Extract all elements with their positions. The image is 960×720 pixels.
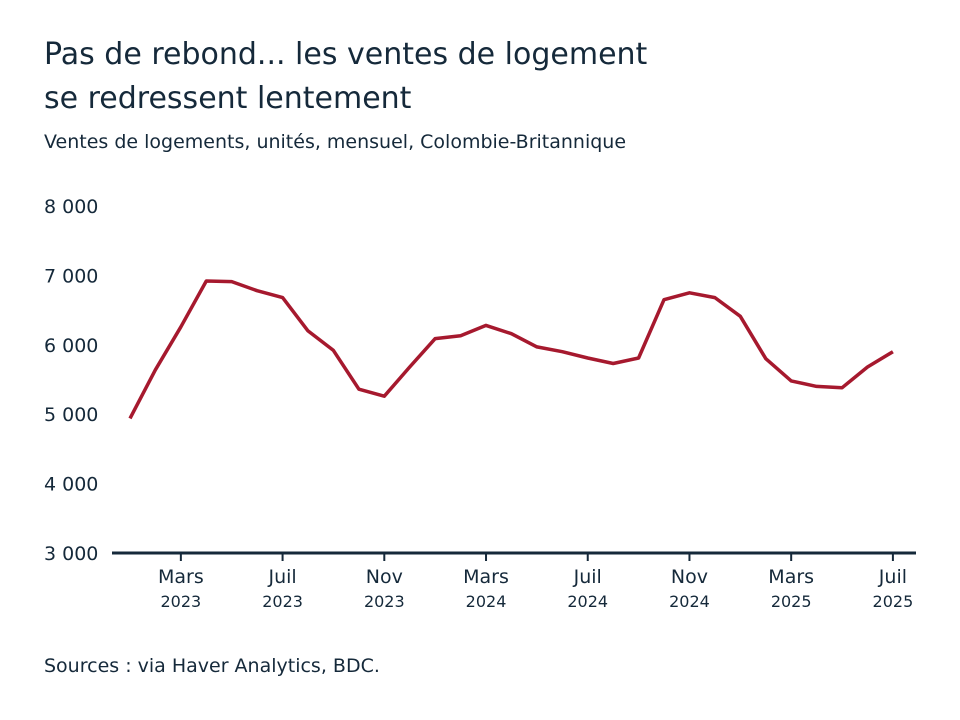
x-tick-label: 2025 <box>873 592 914 611</box>
y-tick-label: 3 000 <box>44 543 98 565</box>
x-tick-label: Juil <box>267 566 296 588</box>
x-tick-label: Mars <box>768 566 814 588</box>
x-tick-label: 2023 <box>364 592 405 611</box>
data-line <box>128 279 894 420</box>
y-tick-label: 5 000 <box>44 404 98 426</box>
y-tick-label: 7 000 <box>44 265 98 287</box>
x-tick-label: Nov <box>671 566 708 588</box>
x-tick-label: 2023 <box>161 592 202 611</box>
x-tick-label: 2024 <box>567 592 608 611</box>
y-tick-label: 8 000 <box>44 196 98 218</box>
x-tick-label: Juil <box>878 566 907 588</box>
x-tick-label: Mars <box>158 566 204 588</box>
y-tick-label: 6 000 <box>44 335 98 357</box>
x-tick-label: 2024 <box>669 592 710 611</box>
chart-title: se redressent lentement <box>44 81 412 116</box>
x-tick-label: Juil <box>573 566 602 588</box>
x-tick-label: Mars <box>463 566 509 588</box>
chart-title: Pas de rebond... les ventes de logement <box>44 37 648 72</box>
source-note: Sources : via Haver Analytics, BDC. <box>44 655 380 677</box>
x-tick-label: Nov <box>366 566 403 588</box>
chart-subtitle: Ventes de logements, unités, mensuel, Co… <box>44 131 626 153</box>
x-tick-label: 2024 <box>466 592 507 611</box>
x-tick-label: 2023 <box>262 592 303 611</box>
x-tick-label: 2025 <box>771 592 812 611</box>
y-tick-label: 4 000 <box>44 474 98 496</box>
